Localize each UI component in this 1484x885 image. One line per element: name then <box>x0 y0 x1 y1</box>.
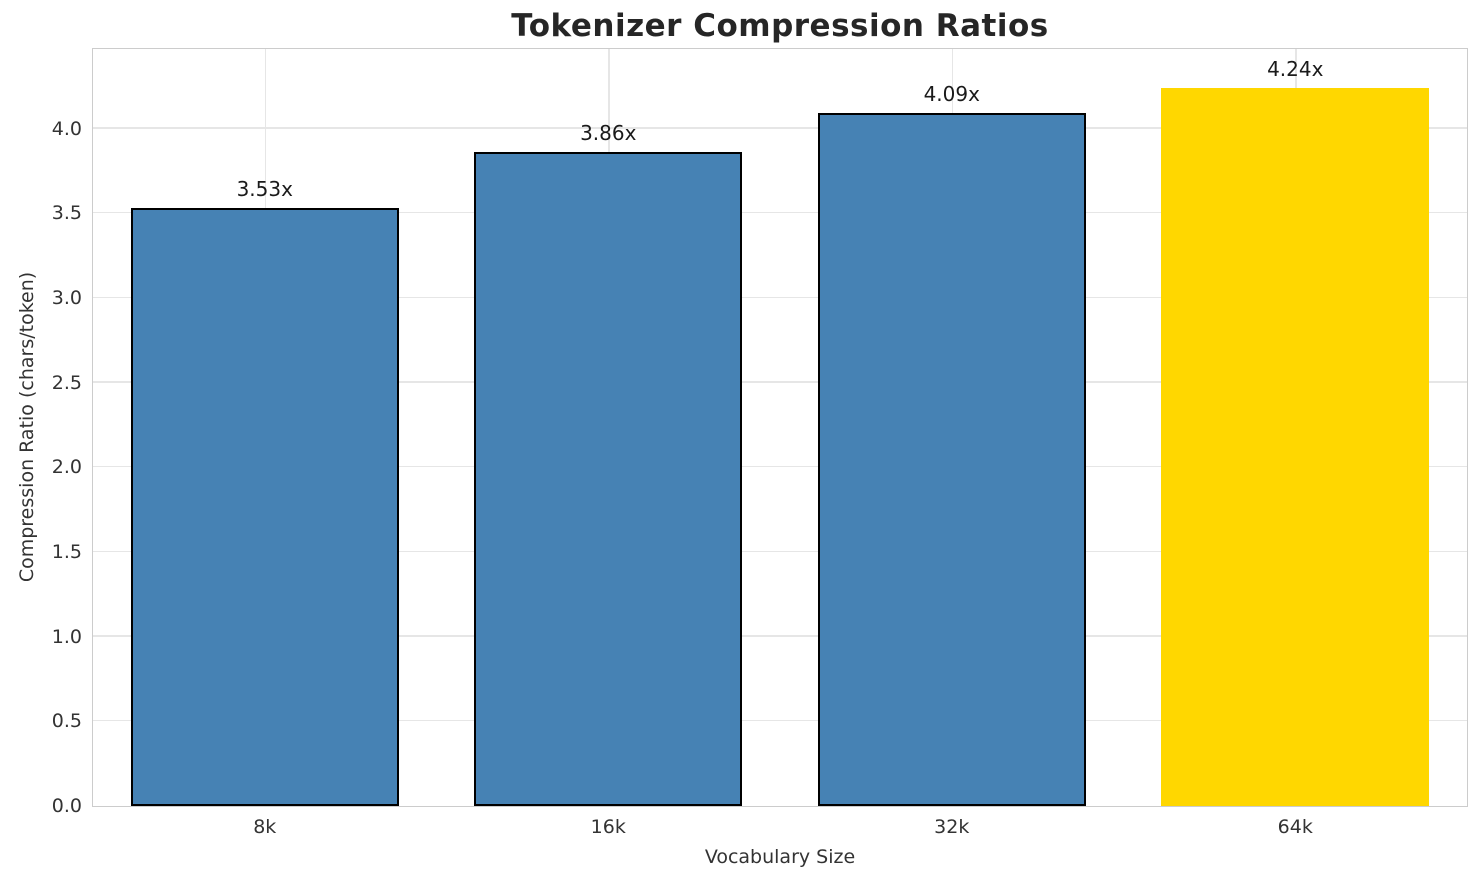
x-tick-label: 32k <box>934 816 970 838</box>
bar-value-label: 4.09x <box>923 82 980 107</box>
gridline-h <box>93 465 1467 468</box>
y-tick-label: 1.5 <box>51 540 82 563</box>
gridline-h <box>93 296 1467 298</box>
gridline-h <box>93 211 1467 214</box>
y-tick-label: 3.0 <box>51 286 82 309</box>
x-tick-label: 16k <box>590 816 626 838</box>
y-tick-label: 2.5 <box>51 371 82 394</box>
bar-16k <box>474 152 743 806</box>
bar-64k <box>1161 87 1430 806</box>
y-tick-label: 3.5 <box>51 202 82 225</box>
bar-32k <box>817 113 1086 806</box>
bar-value-label: 3.86x <box>580 121 637 146</box>
gridline-h <box>93 719 1467 722</box>
bar-value-label: 4.24x <box>1267 56 1324 81</box>
y-tick-label: 1.0 <box>51 625 82 648</box>
bar-value-label: 3.53x <box>236 177 293 202</box>
chart-title: Tokenizer Compression Ratios <box>511 8 1049 44</box>
bar-8k <box>130 208 399 806</box>
gridline-h <box>93 127 1467 129</box>
gridline-h <box>93 550 1467 552</box>
y-tick-label: 0.5 <box>51 710 82 733</box>
plot-area: 0.0 0.5 1.0 1.5 2.0 2.5 3.0 3.5 4.0 3.53x 8k 3.86x 1… <box>52 48 1468 838</box>
gridline-h <box>93 381 1467 383</box>
y-axis-label: Compression Ratio (chars/token) <box>16 271 38 583</box>
y-tick-label: 0.0 <box>51 795 82 817</box>
y-tick-label: 4.0 <box>51 117 82 140</box>
gridline-h <box>93 635 1467 637</box>
y-tick-label: 2.0 <box>51 456 82 479</box>
x-tick-label: 8k <box>253 816 277 838</box>
x-tick-label: 64k <box>1277 816 1313 838</box>
x-axis-label: Vocabulary Size <box>704 846 856 868</box>
